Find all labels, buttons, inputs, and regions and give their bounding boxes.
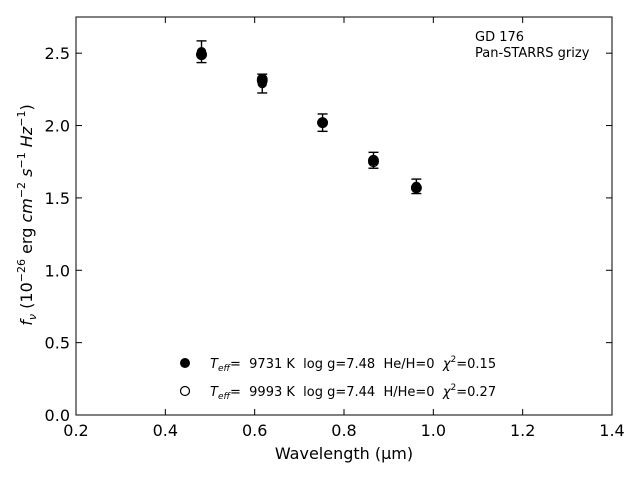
model-point-open	[317, 117, 328, 129]
legend-marker-filled	[180, 358, 190, 368]
y-tick-label: 2.0	[45, 117, 70, 136]
y-tick-label: 0.5	[45, 334, 70, 353]
legend: Teff= 9731 K log g=7.48 He/H=0 χ2=0.15 T…	[179, 355, 496, 402]
y-tick-label: 0.0	[45, 406, 70, 425]
y-tick-label: 1.5	[45, 189, 70, 208]
x-tick-label: 0.8	[331, 421, 356, 440]
observed-point	[368, 155, 379, 165]
x-tick-label: 0.6	[242, 421, 267, 440]
y-tick-label: 2.5	[45, 44, 70, 63]
observed-points	[196, 47, 422, 192]
observed-point	[411, 181, 422, 192]
x-tick-label: 1.2	[510, 421, 535, 440]
y-axis-title: fν (10−26 erg cm−2 s−1 Hz−1)	[15, 104, 39, 325]
x-axis-title: Wavelength (μm)	[275, 444, 413, 463]
y-axis-ticks: 0.0 0.5 1.0 1.5 2.0 2.5	[45, 44, 612, 425]
axes-frame	[75, 16, 613, 416]
observed-point	[196, 47, 207, 57]
observed-point	[257, 78, 267, 89]
legend-entry-2: Teff= 9993 K log g=7.44 H/He=0 χ2=0.27	[210, 383, 496, 402]
x-tick-label: 0.2	[63, 421, 88, 440]
x-tick-label: 1.0	[421, 421, 446, 440]
x-tick-label: 1.4	[599, 421, 624, 440]
legend-entry-1: Teff= 9731 K log g=7.48 He/H=0 χ2=0.15	[210, 355, 496, 374]
observed-point	[317, 117, 328, 128]
legend-marker-open	[179, 385, 191, 397]
object-name-label: GD 176	[475, 30, 524, 45]
x-tick-label: 0.4	[153, 421, 178, 440]
y-tick-label: 1.0	[45, 261, 70, 280]
y-axis-title-text: fν (10−26 erg cm−2 s−1 Hz−1)	[15, 104, 39, 325]
survey-label: Pan-STARRS grizy	[475, 46, 590, 61]
